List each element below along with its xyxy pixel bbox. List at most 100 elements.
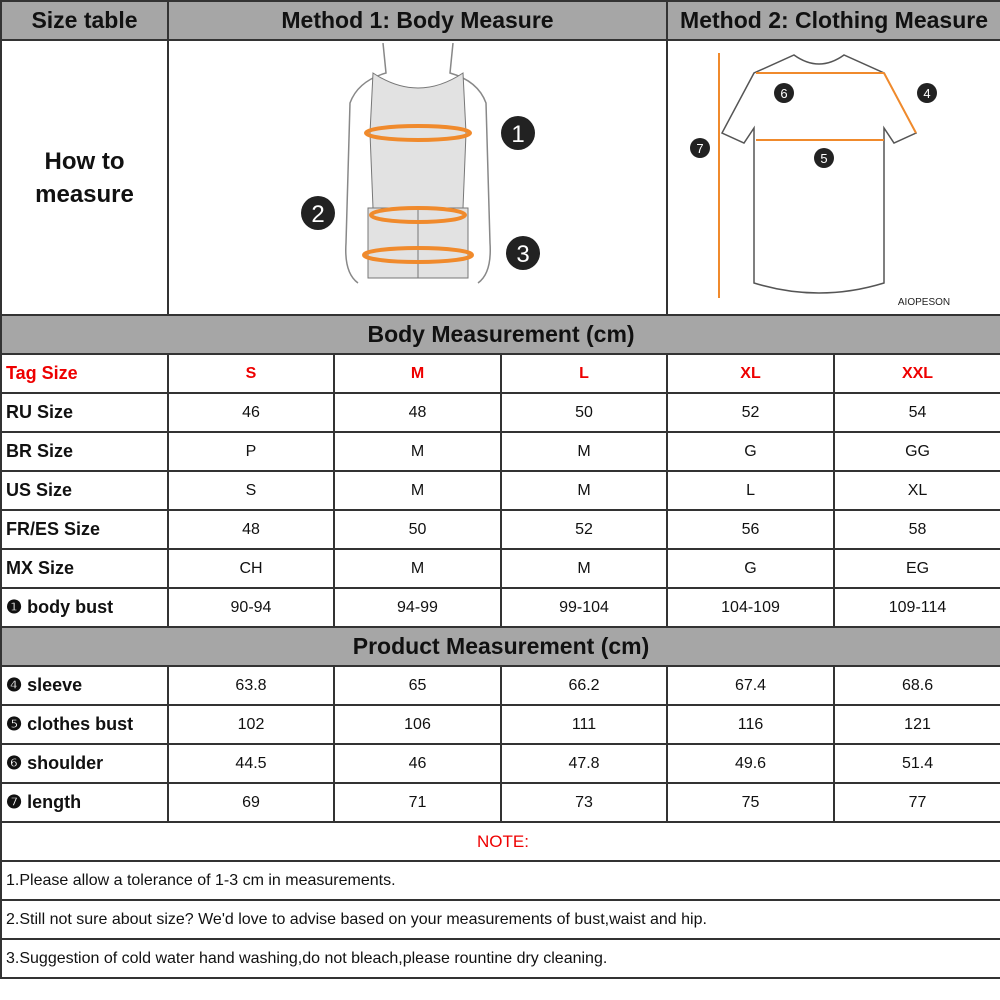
table-row: ❻ shoulder 44.5 46 47.8 49.6 51.4 (0, 743, 1000, 784)
size-value: 46 (167, 392, 335, 433)
size-chart: Size table Method 1: Body Measure Method… (0, 0, 1000, 979)
size-value: 75 (666, 782, 836, 823)
product-measurement-heading: Product Measurement (cm) (0, 626, 1000, 667)
size-value: 73 (499, 782, 669, 823)
note-item: 1.Please allow a tolerance of 1-3 cm in … (0, 860, 1000, 901)
size-value: G (666, 548, 836, 589)
row-label: FR/ES Size (0, 509, 169, 550)
size-value: M (499, 470, 669, 511)
table-row: FR/ES Size 48 50 52 56 58 (0, 509, 1000, 550)
how-to-measure: How to measure (0, 39, 169, 316)
method1-heading: Method 1: Body Measure (166, 0, 669, 41)
size-table-heading: Size table (0, 0, 169, 41)
row-label: ❺ clothes bust (0, 704, 169, 745)
size-value: 63.8 (167, 665, 335, 706)
size-value: 47.8 (499, 743, 669, 784)
row-label: ❻ shoulder (0, 743, 169, 784)
size-value: 48 (167, 509, 335, 550)
table-row: Tag Size S M L XL XXL (0, 353, 1000, 394)
size-value: M (333, 470, 502, 511)
row-label: BR Size (0, 431, 169, 472)
size-value: 58 (833, 509, 1000, 550)
row-label: ❹ sleeve (0, 665, 169, 706)
size-value: M (499, 548, 669, 589)
row-label: MX Size (0, 548, 169, 589)
size-value: 116 (666, 704, 836, 745)
body-measurement-heading: Body Measurement (cm) (0, 314, 1000, 355)
size-value: L (666, 470, 836, 511)
size-value: 111 (499, 704, 669, 745)
row-label: US Size (0, 470, 169, 511)
size-value: S (167, 353, 335, 394)
size-value: EG (833, 548, 1000, 589)
svg-text:6: 6 (780, 86, 787, 101)
body-measure-illustration: 1 2 3 (166, 39, 669, 316)
size-value: 51.4 (833, 743, 1000, 784)
size-value: 104-109 (666, 587, 836, 628)
size-value: 56 (666, 509, 836, 550)
table-row: MX Size CH M M G EG (0, 548, 1000, 589)
svg-text:2: 2 (311, 201, 324, 228)
table-row: BR Size P M M G GG (0, 431, 1000, 472)
size-value: 52 (499, 509, 669, 550)
clothing-measure-illustration: 6 4 5 7 AIOPESON (666, 39, 1000, 316)
how-line-1: How to (44, 147, 125, 175)
size-value: CH (167, 548, 335, 589)
svg-text:4: 4 (923, 86, 930, 101)
table-row: RU Size 46 48 50 52 54 (0, 392, 1000, 433)
note-item: 3.Suggestion of cold water hand washing,… (0, 938, 1000, 979)
size-value: P (167, 431, 335, 472)
body-figure-icon: 1 2 3 (300, 42, 540, 284)
brand-logo: AIOPESON (898, 297, 950, 308)
svg-text:3: 3 (516, 241, 529, 268)
table-row: US Size S M M L XL (0, 470, 1000, 511)
size-value: M (333, 548, 502, 589)
size-value: 50 (499, 392, 669, 433)
size-value: 48 (333, 392, 502, 433)
size-value: 44.5 (167, 743, 335, 784)
size-value: 67.4 (666, 665, 836, 706)
size-value: 52 (666, 392, 836, 433)
row-label: Tag Size (0, 353, 169, 394)
size-value: 109-114 (833, 587, 1000, 628)
size-value: XL (833, 470, 1000, 511)
size-value: 77 (833, 782, 1000, 823)
row-label: ❶ body bust (0, 587, 169, 628)
size-value: 121 (833, 704, 1000, 745)
table-row: ❹ sleeve 63.8 65 66.2 67.4 68.6 (0, 665, 1000, 706)
tshirt-figure-icon: 6 4 5 7 AIOPESON (690, 52, 950, 308)
row-label: ❼ length (0, 782, 169, 823)
size-value: 106 (333, 704, 502, 745)
note-item: 2.Still not sure about size? We'd love t… (0, 899, 1000, 940)
size-value: XXL (833, 353, 1000, 394)
svg-text:5: 5 (820, 151, 827, 166)
size-value: M (499, 431, 669, 472)
size-value: L (499, 353, 669, 394)
size-value: G (666, 431, 836, 472)
size-value: 71 (333, 782, 502, 823)
size-value: 69 (167, 782, 335, 823)
row-label: RU Size (0, 392, 169, 433)
table-row: ❼ length 69 71 73 75 77 (0, 782, 1000, 823)
size-value: 99-104 (499, 587, 669, 628)
size-value: 46 (333, 743, 502, 784)
size-value: XL (666, 353, 836, 394)
size-value: 65 (333, 665, 502, 706)
table-row: ❶ body bust 90-94 94-99 99-104 104-109 109-11… (0, 587, 1000, 628)
size-value: 68.6 (833, 665, 1000, 706)
svg-text:7: 7 (696, 141, 703, 156)
size-value: 94-99 (333, 587, 502, 628)
method2-heading: Method 2: Clothing Measure (666, 0, 1000, 41)
how-line-2: measure (35, 180, 134, 208)
size-value: M (333, 353, 502, 394)
size-value: 66.2 (499, 665, 669, 706)
size-value: 54 (833, 392, 1000, 433)
size-value: 90-94 (167, 587, 335, 628)
svg-text:1: 1 (511, 121, 524, 148)
size-value: S (167, 470, 335, 511)
table-row: ❺ clothes bust 102 106 111 116 121 (0, 704, 1000, 745)
size-value: 102 (167, 704, 335, 745)
note-title: NOTE: (0, 821, 1000, 862)
size-value: GG (833, 431, 1000, 472)
size-value: M (333, 431, 502, 472)
